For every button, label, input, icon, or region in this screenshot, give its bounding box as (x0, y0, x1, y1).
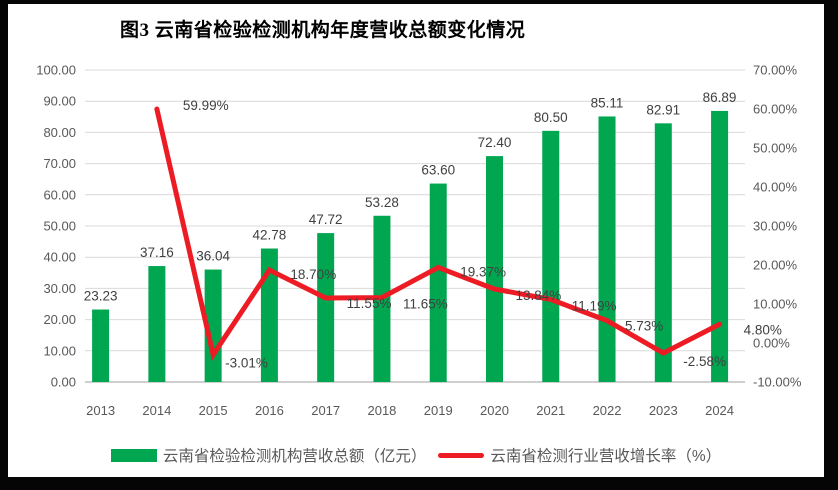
y-axis-right-tick: 40.00% (753, 180, 798, 195)
chart-title: 图3 云南省检验检测机构年度营收总额变化情况 (120, 20, 526, 41)
bar-value-label: 80.50 (534, 110, 568, 125)
bar-value-label: 82.91 (646, 102, 680, 117)
y-axis-right-tick: 20.00% (753, 258, 798, 273)
bar-series-swatch-icon (110, 448, 157, 462)
y-axis-left-tick: 40.00 (43, 250, 76, 265)
line-value-label: 18.70% (290, 267, 336, 282)
chart-svg: 100.00 90.00 80.00 70.00 60.00 50.00 40.00 30.0… (36, 63, 802, 419)
y-axis-left-tick: 30.00 (43, 281, 76, 296)
y-axis-left-tick: 0.00 (51, 375, 76, 390)
y-axis-right-tick: 60.00% (753, 102, 798, 117)
x-axis-tick: 2020 (480, 403, 509, 418)
y-axis-left-tick: 50.00 (43, 219, 76, 234)
line-value-label: 11.65% (403, 297, 448, 312)
line-value-label: 11.55% (347, 296, 392, 311)
bar-value-label: 63.60 (421, 163, 455, 178)
growth-rate-line (154, 106, 723, 361)
x-axis-tick: 2024 (705, 403, 734, 418)
y-axis-right-tick: 70.00% (753, 63, 798, 78)
bar-2014 (148, 266, 166, 382)
bar-2024 (711, 110, 729, 382)
bar-value-label: 85.11 (591, 95, 624, 110)
bar-2017 (317, 233, 335, 382)
x-axis-tick: 2013 (86, 403, 115, 418)
bar-value-label: 23.23 (84, 289, 118, 304)
y-axis-left-tick: 10.00 (43, 343, 76, 358)
bar-value-label: 37.16 (140, 245, 174, 260)
bar-value-label: 72.40 (478, 135, 512, 150)
bar-2019 (429, 183, 447, 382)
x-axis-tick: 2022 (593, 403, 622, 418)
line-value-label: 59.99% (183, 98, 229, 113)
line-value-label: 13.84% (515, 288, 561, 303)
bar-2013 (92, 309, 110, 382)
y-axis-left-tick: 100.00 (36, 63, 76, 78)
line-value-label: -3.01% (225, 356, 268, 371)
bar-2023 (654, 123, 672, 382)
y-axis-right-tick: 0.00% (753, 336, 790, 351)
bar-2021 (542, 130, 560, 382)
bar-value-label: 47.72 (309, 212, 343, 227)
line-value-label: 5.73% (625, 319, 663, 334)
line-value-label: 4.80% (744, 322, 782, 337)
chart-legend: 云南省检验检测机构营收总额（亿元） 云南省检测行业营收增长率（%） (8, 440, 824, 470)
x-axis-tick: 2014 (142, 403, 171, 418)
y-axis-left-tick: 70.00 (43, 156, 76, 171)
x-axis-tick: 2019 (424, 403, 453, 418)
y-axis-right-tick: -10.00% (753, 375, 802, 390)
x-axis-tick: 2018 (367, 403, 396, 418)
chart-canvas (8, 4, 824, 477)
bar-2016 (260, 248, 278, 382)
bar-series-label: 云南省检验检测机构营收总额（亿元） (162, 448, 427, 465)
bar-2015 (204, 269, 222, 382)
x-axis-tick: 2016 (255, 403, 284, 418)
line-series-label: 云南省检测行业营收增长率（%） (490, 448, 722, 465)
line-value-label: -2.58% (683, 354, 726, 369)
bar-value-label: 53.28 (365, 195, 399, 210)
bar-value-label: 42.78 (253, 228, 287, 243)
bar-2022 (598, 116, 616, 383)
x-axis-tick: 2017 (311, 403, 340, 418)
legend-item-bar-series: 云南省检验检测机构营收总额（亿元） (110, 444, 427, 466)
x-axis-tick: 2021 (536, 403, 565, 418)
bar-value-label: 36.04 (196, 249, 230, 264)
y-axis-left-tick: 90.00 (43, 94, 76, 109)
y-axis-right-tick: 30.00% (753, 219, 798, 234)
bar-value-label: 86.89 (703, 90, 737, 105)
y-axis-left-tick: 20.00 (43, 312, 76, 327)
line-value-label: 19.37% (460, 264, 506, 279)
bar-2020 (485, 156, 503, 382)
y-axis-left-tick: 80.00 (43, 125, 76, 140)
line-series-swatch-icon (438, 452, 485, 458)
legend-item-line-series: 云南省检测行业营收增长率（%） (438, 444, 721, 466)
x-axis-tick: 2015 (199, 403, 228, 418)
line-value-label: 11.19% (572, 298, 617, 313)
y-axis-right-tick: 10.00% (753, 297, 798, 312)
x-axis-tick: 2023 (649, 403, 678, 418)
y-axis-left-tick: 60.00 (43, 187, 76, 202)
y-axis-right-tick: 50.00% (753, 141, 798, 156)
